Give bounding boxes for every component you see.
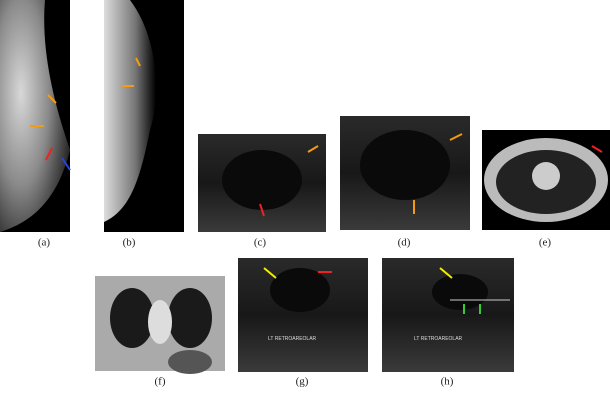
panel-label: (e): [539, 237, 552, 249]
panel-c: (c): [198, 134, 326, 249]
panel-e: (e): [482, 130, 610, 249]
panel-label: (c): [254, 237, 267, 249]
panel-a: (a): [0, 0, 71, 249]
panel-label: (f): [155, 376, 166, 388]
panel-b: (b): [104, 0, 184, 249]
panel-label: (a): [38, 237, 51, 249]
panel-h: LT RETROAREOLAR (h): [382, 258, 514, 388]
panel-g: LT RETROAREOLAR (g): [238, 258, 368, 388]
image-text: LT RETROAREOLAR: [414, 336, 463, 342]
panel-label: (h): [441, 376, 454, 388]
panel-label: (g): [296, 376, 309, 388]
panel-label: (b): [123, 237, 136, 249]
image-text: LT RETROAREOLAR: [268, 336, 317, 342]
panel-d: (d): [340, 116, 470, 249]
panel-label: (d): [398, 237, 411, 249]
panel-f: (f): [95, 276, 225, 388]
